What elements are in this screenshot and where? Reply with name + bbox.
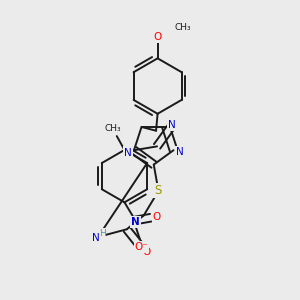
Text: N: N: [92, 233, 100, 243]
Text: O: O: [142, 248, 150, 257]
Text: N: N: [168, 120, 176, 130]
Text: O: O: [154, 32, 162, 42]
Text: S: S: [154, 184, 161, 197]
Text: H: H: [99, 229, 106, 238]
Text: CH₃: CH₃: [175, 23, 191, 32]
Text: N: N: [124, 148, 132, 158]
Text: O: O: [153, 212, 161, 222]
Text: N: N: [131, 217, 140, 226]
Text: CH₃: CH₃: [105, 124, 121, 133]
Text: O⁻: O⁻: [135, 242, 148, 252]
Text: N: N: [176, 147, 184, 157]
